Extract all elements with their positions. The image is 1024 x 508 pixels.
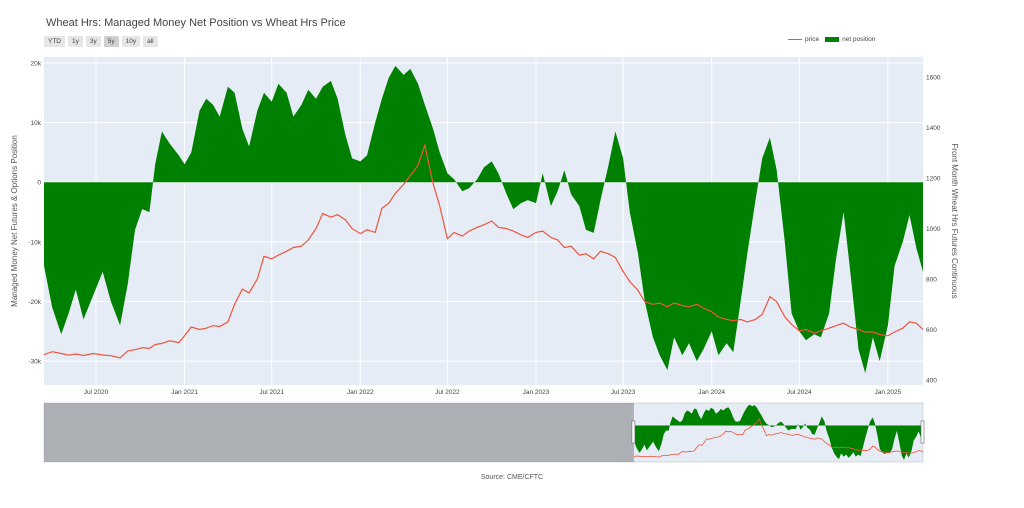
y-left-tick-label: 0	[37, 180, 41, 187]
x-tick-label: Jul 2021	[259, 389, 284, 396]
rangeslider-net-position-area	[633, 404, 923, 460]
net-position-area	[44, 65, 923, 374]
legend-label-net-position: net position	[842, 36, 876, 43]
x-tick-label: Jul 2020	[84, 389, 109, 396]
y-right-tick-label: 1000	[926, 226, 941, 233]
legend-line-swatch	[788, 39, 802, 40]
rangeslider-handle-right	[920, 420, 925, 444]
y-left-tick-label: -20k	[28, 299, 41, 306]
rangeslider-price-line	[633, 418, 924, 458]
x-tick-label: Jan 2022	[347, 389, 374, 396]
y-right-tick-label: 1200	[926, 176, 941, 183]
y-right-tick-label: 1600	[926, 75, 941, 82]
x-tick-label: Jul 2022	[435, 389, 460, 396]
x-tick-label: Jul 2023	[611, 389, 636, 396]
range-button-5y[interactable]: 5y	[103, 36, 119, 47]
y-left-tick-label: 20k	[31, 60, 42, 67]
range-button-3y[interactable]: 3y	[85, 36, 101, 47]
range-button-10y[interactable]: 10y	[121, 36, 141, 47]
rangeslider-mask	[44, 403, 634, 462]
range-button-ytd[interactable]: YTD	[44, 36, 65, 47]
y-right-tick-label: 800	[926, 277, 937, 284]
range-selector: YTD 1y 3y 5y 10y all	[44, 36, 158, 47]
y-left-axis-title: Managed Money Net Futures & Options Posi…	[10, 135, 19, 307]
price-line	[43, 143, 924, 359]
y-left-tick-label: -10k	[28, 239, 41, 246]
y-right-tick-label: 400	[926, 377, 937, 384]
x-tick-label: Jan 2024	[698, 389, 725, 396]
range-button-all[interactable]: all	[143, 36, 158, 47]
x-tick-label: Jan 2023	[523, 389, 550, 396]
y-left-tick-label: -30k	[28, 359, 41, 366]
plot-background	[44, 57, 923, 385]
y-right-tick-label: 1400	[926, 125, 941, 132]
legend-fill-swatch	[825, 37, 840, 42]
x-tick-label: Jan 2021	[171, 389, 198, 396]
y-right-axis-title: Front Month Wheat Hrs Futures Continuous	[950, 143, 959, 298]
y-left-tick-label: 10k	[31, 120, 42, 127]
y-right-tick-label: 600	[926, 327, 937, 334]
legend-item-net-position[interactable]: net position	[825, 36, 875, 43]
x-tick-label: Jan 2025	[874, 389, 901, 396]
legend-item-price[interactable]: price	[788, 36, 819, 43]
x-tick-label: Jul 2024	[787, 389, 812, 396]
legend: price net position	[788, 36, 875, 43]
source-note: Source: CME/CFTC	[480, 474, 544, 481]
legend-label-price: price	[805, 36, 820, 43]
chart-title: Wheat Hrs: Managed Money Net Position vs…	[46, 17, 346, 29]
rangeslider-handle-left	[631, 420, 636, 444]
range-button-1y[interactable]: 1y	[68, 36, 83, 47]
